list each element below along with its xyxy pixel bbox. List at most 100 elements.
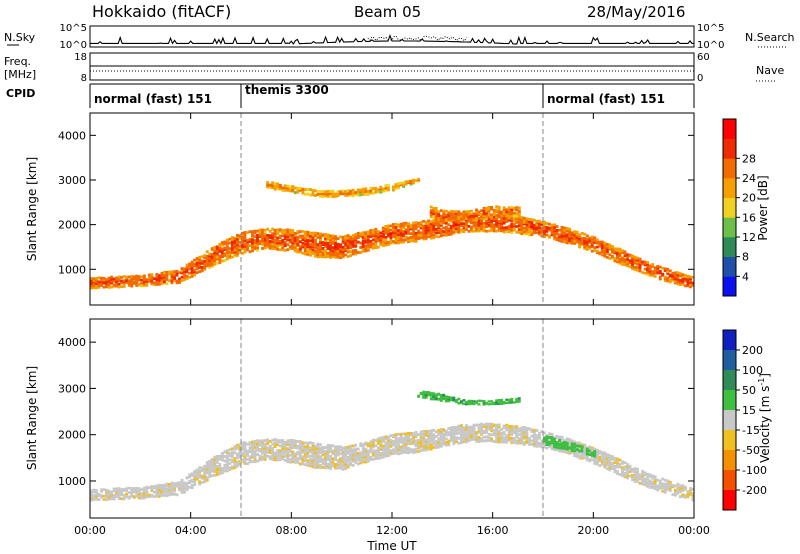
echo-cell xyxy=(616,461,619,465)
echo-cell xyxy=(97,284,101,287)
echo-cell xyxy=(666,270,670,273)
echo-cell xyxy=(329,460,332,464)
echo-cell xyxy=(326,243,330,247)
echo-cell xyxy=(485,435,488,439)
echo-cell xyxy=(331,242,335,245)
colorbar-tick-label: 100 xyxy=(742,364,763,377)
echo-cell xyxy=(658,277,662,281)
echo-cell xyxy=(105,284,108,287)
echo-cell xyxy=(319,255,322,258)
echo-cell xyxy=(366,234,370,238)
echo-cell xyxy=(361,452,365,456)
echo-cell xyxy=(218,469,222,473)
echo-cell xyxy=(671,493,675,497)
echo-cell xyxy=(324,251,327,254)
echo-cell xyxy=(653,269,657,272)
echo-cell xyxy=(324,239,327,243)
echo-cell xyxy=(661,482,665,486)
echo-cell xyxy=(588,459,592,463)
echo-cell xyxy=(316,446,320,450)
echo-cell xyxy=(558,233,561,237)
echo-cell xyxy=(374,186,378,190)
echo-cell xyxy=(427,429,431,433)
echo-cell xyxy=(563,450,566,454)
echo-cell xyxy=(296,446,300,450)
echo-cell xyxy=(228,468,232,472)
echo-cell xyxy=(334,243,337,246)
echo-cell xyxy=(658,265,662,269)
echo-cell xyxy=(371,443,375,447)
echo-cell xyxy=(490,439,493,443)
echo-cell xyxy=(364,189,368,193)
echo-cell xyxy=(573,452,577,455)
echo-cell xyxy=(283,445,287,449)
echo-cell xyxy=(366,449,370,453)
echo-cell xyxy=(230,236,234,239)
echo-cell xyxy=(402,183,405,187)
echo-cell xyxy=(613,464,617,468)
echo-cell xyxy=(532,431,536,434)
echo-cell xyxy=(643,481,647,485)
echo-cell xyxy=(354,451,358,455)
echo-cell xyxy=(95,278,98,282)
echo-cell xyxy=(208,461,212,465)
echo-cell xyxy=(137,488,141,492)
echo-cell xyxy=(301,236,305,239)
echo-cell xyxy=(173,271,176,275)
echo-cell xyxy=(465,223,468,227)
velocity-colorbar-label-end: ] xyxy=(758,373,772,378)
echo-cell xyxy=(487,427,491,431)
echo-cell xyxy=(175,279,179,283)
echo-cell xyxy=(449,432,453,436)
echo-cell xyxy=(497,401,501,404)
echo-cell xyxy=(543,229,546,233)
echo-cell xyxy=(409,437,413,441)
echo-cell xyxy=(208,265,212,269)
echo-cell xyxy=(661,272,665,276)
velocity-colorbar-label-superscript: -1 xyxy=(757,378,766,386)
echo-cell xyxy=(321,243,325,247)
echo-cell xyxy=(510,431,514,435)
echo-cell xyxy=(658,479,662,483)
echo-cell xyxy=(296,186,300,190)
echo-cell xyxy=(417,446,421,450)
echo-cell xyxy=(273,184,277,188)
echo-cell xyxy=(208,463,212,467)
echo-cell xyxy=(369,191,373,195)
echo-cell xyxy=(676,271,680,275)
echo-cell xyxy=(185,277,189,280)
echo-cell xyxy=(351,237,355,241)
echo-cell xyxy=(336,249,340,253)
echo-cell xyxy=(653,275,657,278)
echo-cell xyxy=(364,187,368,191)
echo-cell xyxy=(402,185,405,188)
echo-cell xyxy=(422,443,426,446)
echo-cell xyxy=(251,232,254,235)
echo-cell xyxy=(585,447,589,451)
echo-cell xyxy=(339,465,343,469)
echo-cell xyxy=(522,221,526,224)
echo-cell xyxy=(555,445,559,449)
echo-cell xyxy=(422,432,426,436)
echo-cell xyxy=(656,478,660,482)
echo-cell xyxy=(278,243,282,247)
echo-cell xyxy=(427,447,431,451)
echo-cell xyxy=(135,490,139,494)
echo-cell xyxy=(658,483,662,486)
echo-cell xyxy=(600,250,604,254)
echo-cell xyxy=(193,474,197,478)
echo-cell xyxy=(472,225,476,229)
echo-cell xyxy=(261,457,264,461)
echo-cell xyxy=(432,207,436,210)
echo-cell xyxy=(324,237,327,240)
echo-cell xyxy=(535,228,539,231)
echo-cell xyxy=(198,270,202,274)
echo-cell xyxy=(100,282,103,286)
echo-cell xyxy=(500,427,504,431)
echo-cell xyxy=(419,222,423,226)
echo-cell xyxy=(678,272,682,276)
echo-cell xyxy=(603,245,607,249)
echo-cell xyxy=(560,237,564,240)
echo-cell xyxy=(409,232,413,235)
echo-cell xyxy=(142,486,146,490)
